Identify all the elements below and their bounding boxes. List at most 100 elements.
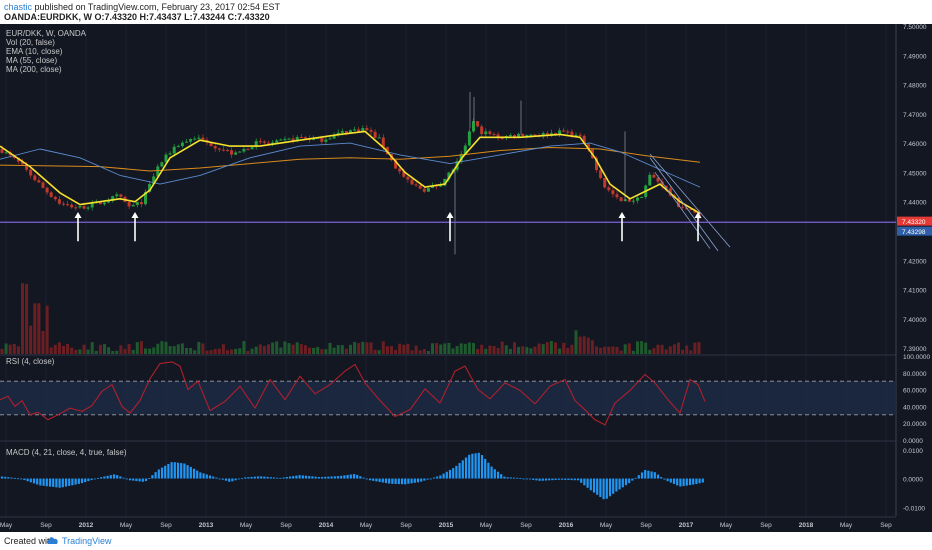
time-tick-label: Sep [40,522,52,529]
volume-bar [525,346,529,354]
candle-body [472,121,475,132]
volume-bar [508,348,512,354]
macd-bar [432,477,436,479]
symbol-ohlc: OANDA:EURDKK, W O:7.43320 H:7.43437 L:7.… [4,12,270,22]
macd-bar [90,478,93,481]
candle-body [21,161,24,165]
candle-body [213,146,217,149]
macd-bar [87,478,90,482]
volume-bar [70,347,74,354]
volume-bar [172,346,176,354]
chart-svg[interactable]: 7.50000 7.49000 7.48000 7.47000 7.46000 7.450… [0,24,932,532]
volume-bar [353,341,357,354]
time-tick-label: Sep [880,522,892,529]
volume-bar [164,341,168,354]
volume-bar [152,347,156,354]
macd-bar [538,478,541,481]
candle-body [234,152,238,155]
candle-body [566,131,570,133]
macd-bar [554,478,557,480]
macd-bar [173,462,176,479]
macd-bar [461,460,464,479]
candle-body [689,209,693,211]
publish-info: chastic published on TradingView.com, Fe… [4,2,280,12]
candle-body [283,139,287,141]
macd-bar [388,478,391,484]
macd-bar [647,470,650,479]
volume-bar [12,343,16,354]
candle-body [595,158,598,171]
volume-bar [517,347,521,354]
candle-body [336,132,340,135]
volume-bar [29,325,33,354]
macd-bar [48,478,52,487]
macd-bar [516,477,519,479]
volume-bar [377,350,381,354]
candle-body [164,154,168,163]
macd-bar [58,478,61,488]
macd-bar [695,478,698,484]
candle-body [582,135,586,145]
legend-ema: EMA (10, close) [6,47,63,56]
volume-bar [49,347,53,354]
author-link[interactable]: chastic [4,2,33,12]
macd-bar [621,478,624,488]
macd-bar [445,471,448,479]
macd-bar [64,478,68,487]
candle-body [189,139,193,142]
price-tick-label: 7.49000 [903,53,927,60]
candle-body [361,128,365,132]
candle-body [656,177,660,182]
macd-bar [218,478,221,480]
volume-bar [324,349,328,354]
macd-bar [384,478,388,484]
volume-bar [45,305,49,354]
candle-body [426,188,430,192]
volume-bar [402,344,406,354]
candle-body [33,175,37,181]
candle-body [267,142,270,144]
candle-body [156,166,160,177]
tradingview-link[interactable]: TradingView [62,536,112,546]
volume-bar [283,341,287,354]
macd-bar [282,477,285,479]
macd-bar [436,476,439,479]
candle-body [258,141,262,143]
candle-body [476,121,480,127]
volume-bar [103,344,106,354]
volume-bar [500,341,504,354]
volume-bar [615,346,619,354]
macd-bar [128,478,132,481]
candle-body [82,206,86,209]
macd-bar [224,478,228,481]
volume-bar [685,345,689,354]
candle-body [508,135,512,137]
macd-bar [317,476,320,479]
macd-bar [250,476,253,479]
macd-bar [68,478,71,486]
candle-body [197,137,201,139]
volume-bar [549,341,553,354]
candle-body [398,168,402,172]
candle-body [521,133,525,137]
candle-body [0,149,4,153]
volume-bar [295,342,299,354]
price-tick-label: 7.50000 [903,24,927,31]
macd-bar [0,476,4,479]
chart-area[interactable]: 7.50000 7.49000 7.48000 7.47000 7.46000 7.450… [0,24,932,532]
rsi-tick-label: 40.0000 [903,404,927,411]
rsi-polyline [0,361,706,426]
macd-bar [512,477,516,479]
macd-bar [404,478,407,485]
volume-bar [242,341,246,354]
arrow-head [131,211,139,218]
candle-body [599,170,603,179]
macd-bar [624,478,628,486]
volume-bar [570,344,574,354]
candle-body [271,142,275,144]
volume-bar [57,342,61,354]
candle-body [463,145,467,154]
time-tick-label: May [600,522,613,529]
candle-body [299,136,303,138]
volume-bar [267,344,270,354]
